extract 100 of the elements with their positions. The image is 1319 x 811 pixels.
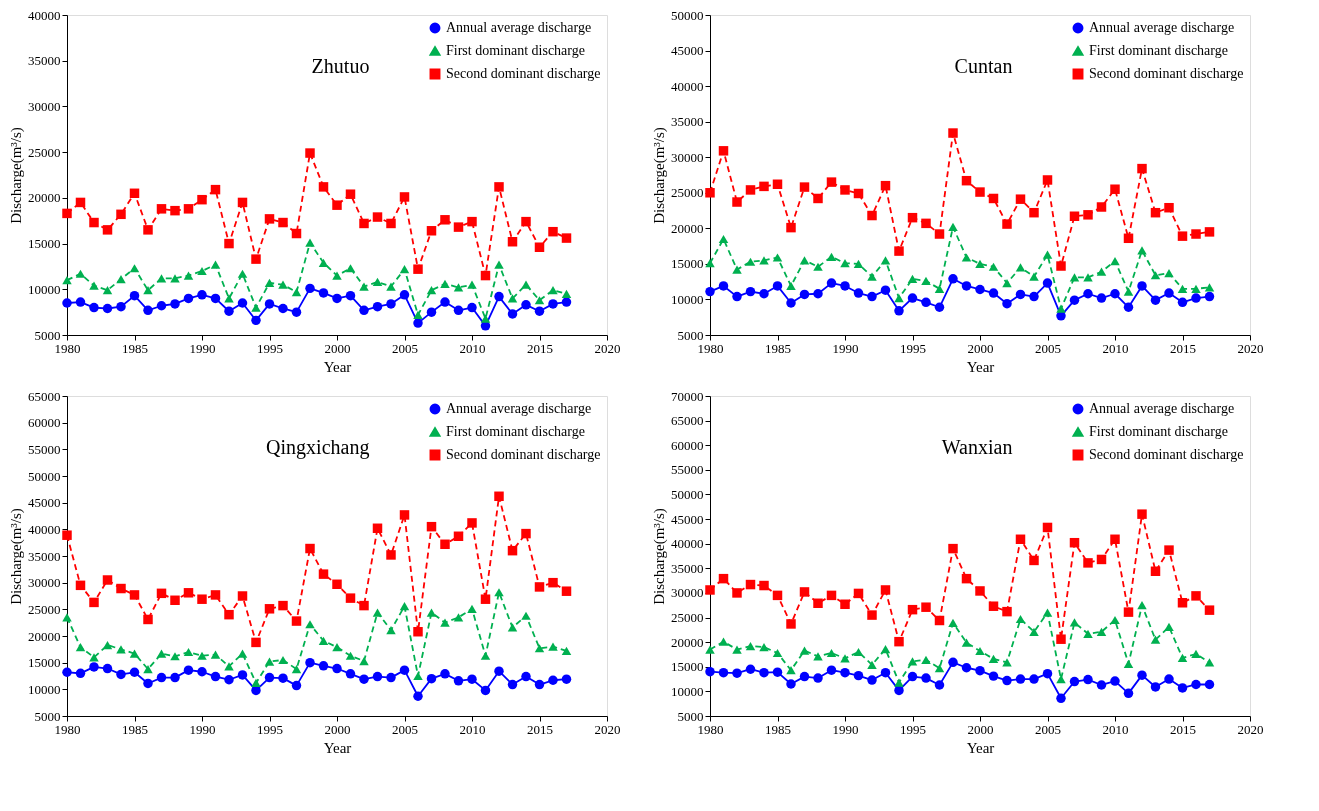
point: [1002, 219, 1012, 229]
point: [224, 662, 234, 671]
point: [453, 283, 464, 292]
x-tick-label: 2000: [967, 721, 994, 737]
point: [426, 673, 437, 684]
point: [426, 521, 437, 532]
point: [1150, 207, 1161, 218]
point: [1002, 278, 1012, 288]
point: [799, 671, 810, 682]
point: [183, 271, 194, 280]
point: [853, 188, 864, 199]
point: [1177, 284, 1188, 293]
x-tick-label: 2005: [392, 340, 418, 356]
point: [1150, 635, 1161, 644]
point: [534, 582, 545, 592]
y-tick-label: 65000: [28, 388, 61, 404]
y-tick-label: 10000: [671, 683, 704, 699]
point: [426, 286, 437, 295]
point: [251, 303, 261, 312]
x-tick-label: 2005: [1035, 721, 1061, 737]
point: [907, 293, 918, 303]
point: [988, 654, 999, 663]
point: [89, 217, 99, 228]
point: [826, 648, 837, 658]
point: [561, 646, 572, 656]
point: [480, 594, 491, 604]
point: [961, 663, 972, 673]
point: [129, 188, 140, 199]
point: [521, 671, 531, 682]
point: [1137, 163, 1147, 174]
point: [732, 265, 742, 274]
y-tick-label: 20000: [671, 220, 704, 236]
point: [1056, 693, 1066, 704]
point: [880, 256, 891, 265]
point: [224, 306, 234, 316]
point: [521, 300, 531, 310]
point: [921, 602, 931, 612]
point: [548, 577, 558, 588]
x-tick-label: 1990: [189, 721, 216, 737]
point: [507, 545, 518, 556]
point: [907, 604, 918, 615]
point: [1042, 608, 1053, 617]
point: [291, 307, 302, 317]
point: [1137, 281, 1147, 291]
y-tick-label: 30000: [28, 98, 61, 114]
annotation: Wanxian: [941, 436, 1013, 458]
point: [813, 652, 823, 661]
point: [183, 647, 194, 657]
point: [1191, 649, 1201, 659]
point: [772, 179, 783, 189]
point: [75, 197, 86, 208]
y-tick-label: 20000: [28, 190, 61, 206]
point: [197, 290, 207, 300]
point: [440, 618, 450, 627]
point: [89, 302, 99, 313]
point: [948, 618, 958, 628]
point: [521, 611, 531, 620]
point: [1015, 263, 1026, 272]
point: [507, 679, 518, 690]
point: [170, 205, 180, 216]
point: [799, 289, 810, 300]
point: [745, 579, 756, 590]
point: [975, 259, 985, 268]
y-tick-label: 35000: [28, 548, 61, 564]
y-tick-label: 25000: [671, 610, 704, 626]
x-tick-label: 1995: [257, 340, 283, 356]
point: [907, 657, 918, 666]
point: [1204, 605, 1215, 615]
point: [799, 587, 810, 597]
point: [278, 655, 288, 665]
y-tick-label: 55000: [28, 441, 61, 457]
point: [732, 197, 742, 207]
legend-label: Annual average discharge: [1089, 401, 1235, 416]
point: [1029, 272, 1039, 281]
point: [143, 225, 153, 235]
point: [237, 649, 248, 658]
point: [1015, 614, 1026, 624]
y-tick-label: 40000: [671, 536, 704, 552]
x-tick-label: 2000: [324, 721, 351, 737]
point: [467, 280, 477, 289]
point: [534, 296, 545, 305]
point: [372, 277, 383, 287]
point: [507, 294, 518, 303]
point: [1069, 211, 1080, 221]
point: [1164, 674, 1174, 684]
point: [867, 610, 877, 620]
point: [561, 289, 572, 298]
point: [867, 272, 877, 281]
point: [278, 600, 288, 611]
point: [1137, 601, 1147, 610]
point: [345, 189, 356, 199]
point: [961, 638, 972, 647]
point: [183, 204, 194, 214]
point: [799, 256, 810, 265]
point: [399, 665, 410, 675]
x-tick-label: 2015: [1170, 340, 1196, 356]
point: [745, 641, 756, 651]
point: [548, 226, 558, 237]
point: [759, 289, 769, 299]
y-tick-label: 60000: [28, 415, 61, 431]
